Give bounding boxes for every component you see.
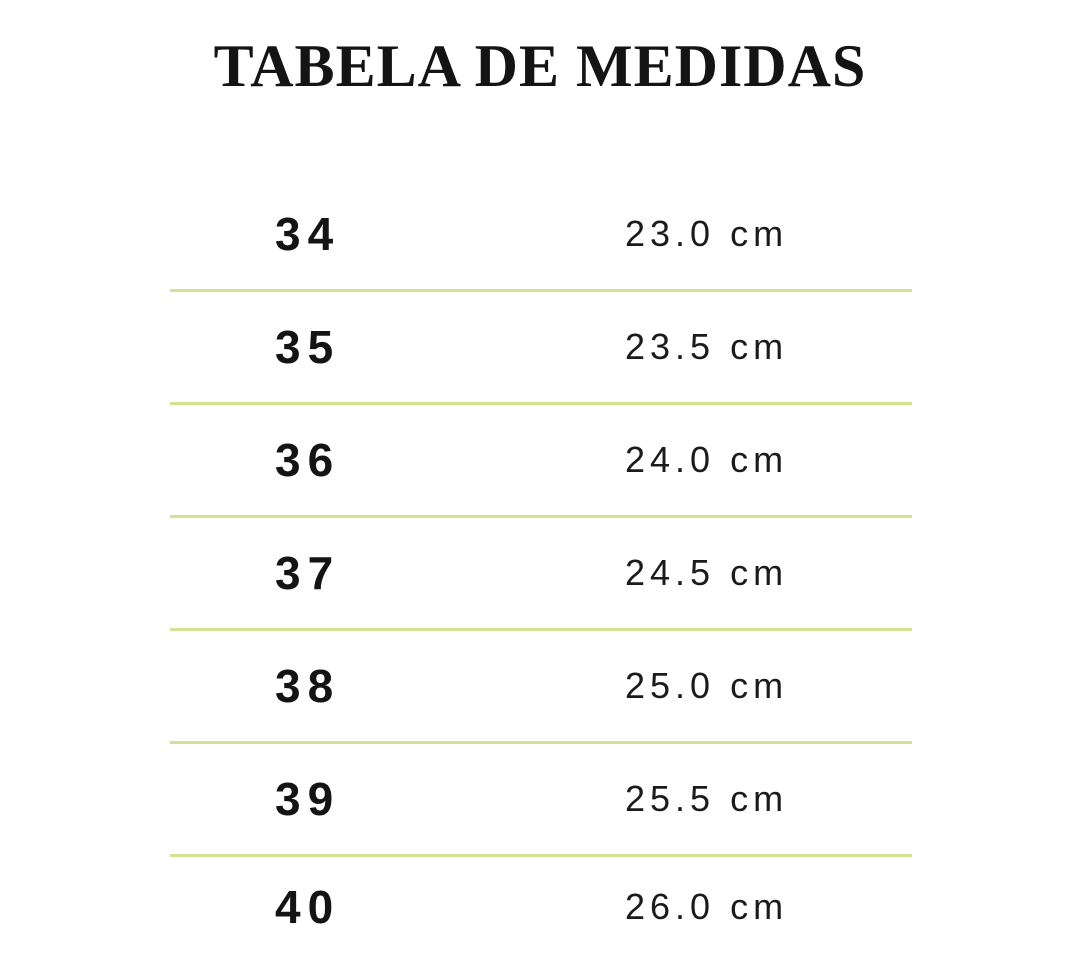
page-title: TABELA DE MEDIDAS (213, 33, 867, 99)
size-value: 39 (275, 773, 341, 825)
size-value: 38 (275, 660, 341, 712)
table-row: 40 26.0 cm (170, 857, 912, 957)
length-value: 23.5 cm (625, 326, 789, 367)
length-value: 26.0 cm (625, 886, 789, 927)
length-value: 23.0 cm (625, 213, 789, 254)
size-value: 34 (275, 208, 341, 260)
size-value: 35 (275, 321, 341, 373)
size-value: 36 (275, 434, 341, 486)
table-row: 35 23.5 cm (170, 292, 912, 405)
size-value: 37 (275, 547, 341, 599)
length-value: 24.0 cm (625, 439, 789, 480)
table-row: 37 24.5 cm (170, 518, 912, 631)
length-value: 25.0 cm (625, 665, 789, 706)
size-value: 40 (275, 881, 341, 933)
length-value: 25.5 cm (625, 778, 789, 819)
length-value: 24.5 cm (625, 552, 789, 593)
size-table: 34 23.0 cm 35 23.5 cm 36 24.0 cm 37 24.5… (170, 179, 912, 957)
table-row: 36 24.0 cm (170, 405, 912, 518)
table-row: 34 23.0 cm (170, 179, 912, 292)
table-row: 38 25.0 cm (170, 631, 912, 744)
table-row: 39 25.5 cm (170, 744, 912, 857)
